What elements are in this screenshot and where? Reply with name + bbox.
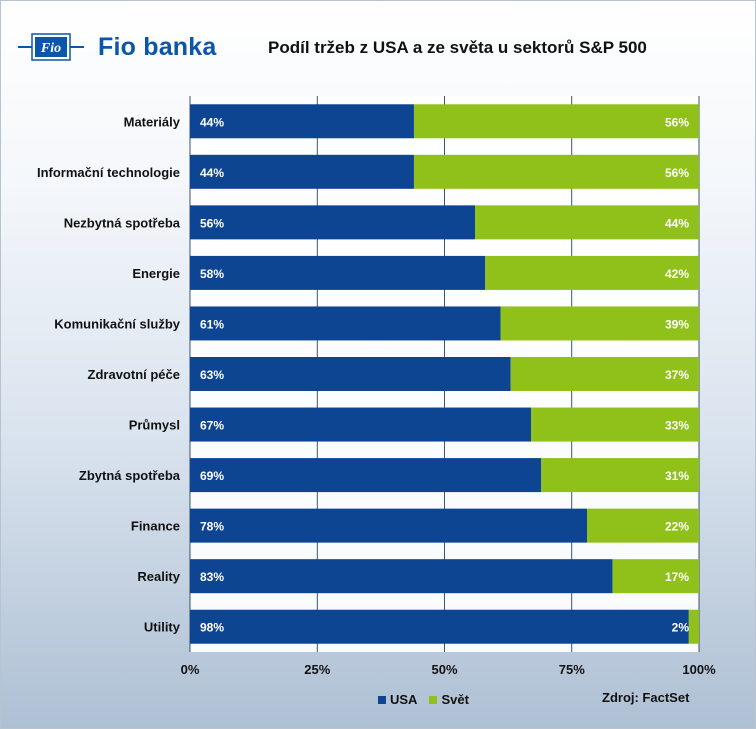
- category-label: Komunikační služby: [54, 316, 180, 331]
- legend-label-svet: Svět: [441, 692, 469, 707]
- bar-svet: [485, 255, 699, 290]
- x-tick-label: 25%: [304, 662, 330, 677]
- category-label: Nezbytná spotřeba: [64, 215, 181, 230]
- data-label-svet: 56%: [665, 166, 689, 180]
- source-label: Zdroj: FactSet: [602, 690, 690, 705]
- bar-usa: [190, 306, 501, 341]
- legend-label-usa: USA: [390, 692, 418, 707]
- category-label: Reality: [137, 569, 180, 584]
- chart-legend: USA Svět: [378, 692, 481, 707]
- legend-item-svet: Svět: [429, 692, 469, 707]
- bar-usa: [190, 205, 476, 240]
- bar-svet: [531, 407, 699, 442]
- data-label-svet: 31%: [665, 469, 689, 483]
- legend-swatch-usa: [378, 695, 386, 704]
- data-label-usa: 44%: [200, 166, 224, 180]
- data-label-svet: 56%: [665, 115, 689, 129]
- data-label-svet: 42%: [665, 267, 689, 281]
- bar-usa: [190, 407, 532, 442]
- bar-usa: [190, 104, 414, 139]
- category-label: Průmysl: [129, 418, 180, 433]
- bar-usa: [190, 559, 613, 594]
- bar-usa: [190, 255, 486, 290]
- data-label-svet: 2%: [672, 621, 690, 635]
- bar-svet: [475, 205, 699, 240]
- category-label: Zbytná spotřeba: [79, 468, 181, 483]
- category-label: Finance: [131, 519, 180, 534]
- chart-title: Podíl tržeb z USA a ze světa u sektorů S…: [268, 38, 647, 57]
- data-label-usa: 69%: [200, 469, 224, 483]
- fio-logo-icon: Fio: [18, 33, 84, 61]
- bar-usa: [190, 154, 414, 189]
- brand-logo: Fio Fio banka: [18, 30, 217, 64]
- category-label: Energie: [132, 266, 180, 281]
- bar-svet: [587, 508, 699, 543]
- category-label: Zdravotní péče: [88, 367, 180, 382]
- data-label-svet: 33%: [665, 419, 689, 433]
- category-label: Materiály: [124, 114, 181, 129]
- bar-usa: [190, 508, 588, 543]
- category-label: Utility: [144, 620, 181, 635]
- bar-usa: [190, 357, 511, 391]
- bar-svet: [688, 609, 699, 644]
- data-label-svet: 39%: [665, 317, 689, 331]
- x-tick-label: 50%: [431, 662, 457, 677]
- data-label-usa: 78%: [200, 520, 224, 534]
- data-label-usa: 67%: [200, 419, 224, 433]
- data-label-usa: 56%: [200, 216, 224, 230]
- bar-svet: [500, 306, 699, 341]
- category-label: Informační technologie: [37, 165, 180, 180]
- legend-item-usa: USA: [378, 692, 417, 707]
- data-label-svet: 44%: [665, 216, 689, 230]
- data-label-svet: 37%: [665, 368, 689, 382]
- data-label-svet: 22%: [665, 520, 689, 534]
- logo-mark-text: Fio: [40, 41, 61, 56]
- bar-usa: [190, 609, 689, 644]
- data-label-usa: 44%: [200, 115, 224, 129]
- data-label-usa: 61%: [200, 317, 224, 331]
- data-label-usa: 83%: [200, 570, 224, 584]
- bar-svet: [413, 154, 699, 189]
- data-label-usa: 98%: [200, 621, 224, 635]
- brand-name: Fio banka: [98, 32, 217, 61]
- bar-svet: [510, 357, 699, 391]
- bar-svet: [612, 559, 699, 594]
- legend-swatch-svet: [429, 695, 438, 704]
- data-label-usa: 58%: [200, 267, 224, 281]
- bar-svet: [541, 458, 699, 493]
- x-tick-label: 75%: [559, 662, 585, 677]
- bar-usa: [190, 458, 542, 493]
- x-tick-label: 100%: [682, 662, 716, 677]
- x-tick-label: 0%: [181, 662, 200, 677]
- bar-svet: [413, 104, 699, 139]
- data-label-usa: 63%: [200, 368, 224, 382]
- data-label-svet: 17%: [665, 570, 689, 584]
